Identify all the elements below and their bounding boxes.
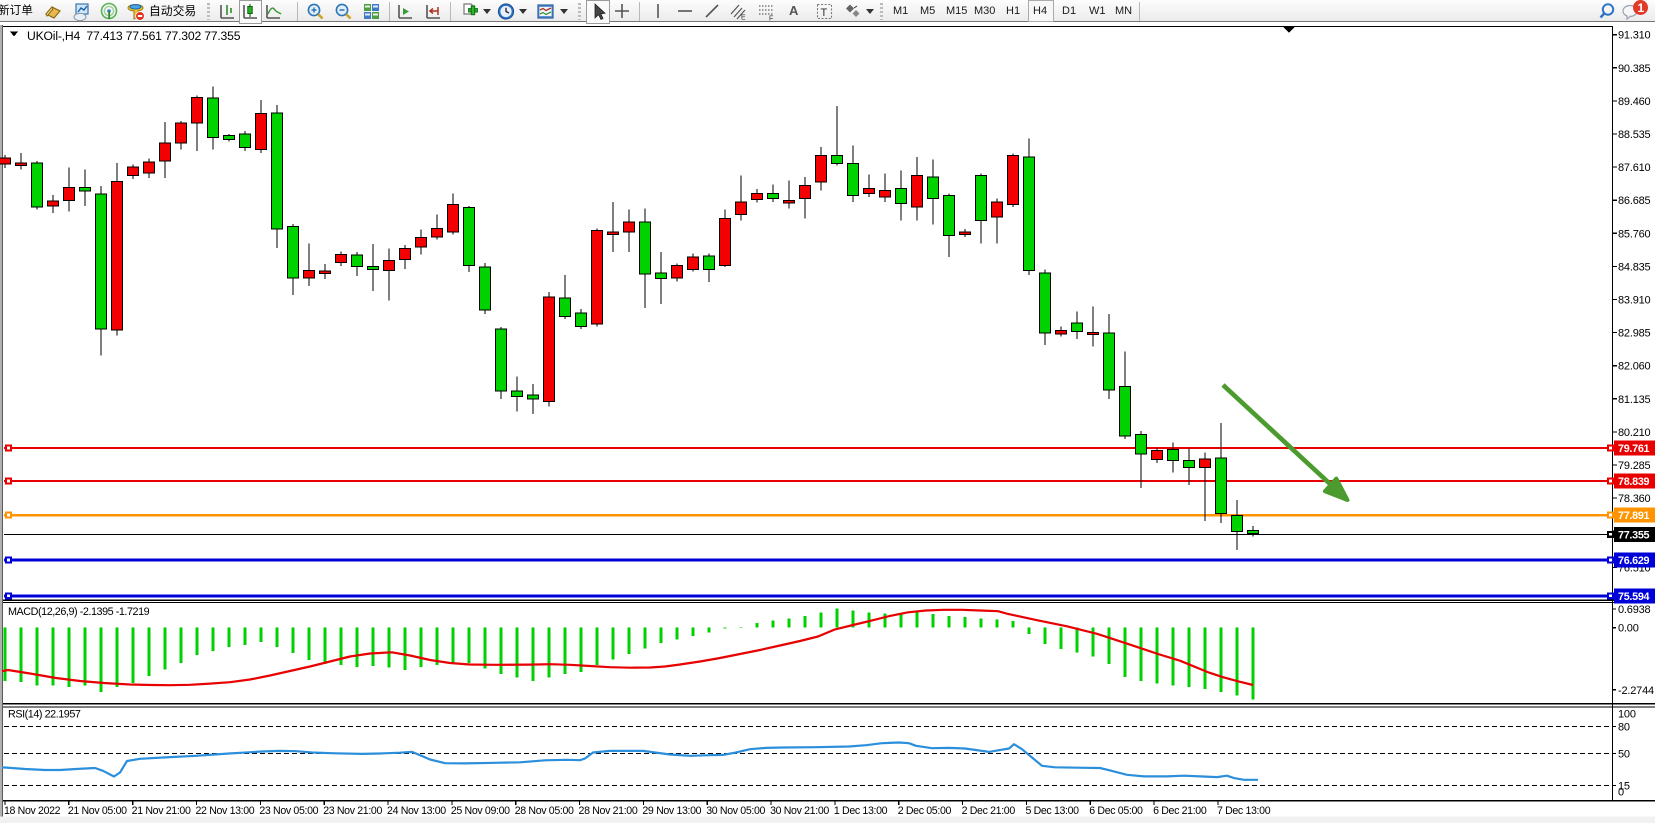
svg-text:87.610: 87.610 [1618, 162, 1651, 174]
svg-text:78.360: 78.360 [1618, 493, 1651, 505]
svg-text:82.985: 82.985 [1618, 328, 1651, 340]
svg-text:22 Nov 13:00: 22 Nov 13:00 [196, 805, 255, 817]
svg-text:89.460: 89.460 [1618, 96, 1651, 108]
svg-text:T: T [821, 7, 828, 19]
svg-text:21 Nov 21:00: 21 Nov 21:00 [132, 805, 191, 817]
svg-text:0.6938: 0.6938 [1618, 604, 1651, 616]
svg-text:77.355: 77.355 [1618, 529, 1650, 541]
svg-text:80.210: 80.210 [1618, 427, 1651, 439]
svg-text:82.060: 82.060 [1618, 361, 1651, 373]
svg-text:15: 15 [1618, 781, 1630, 793]
svg-text:78.839: 78.839 [1618, 476, 1650, 488]
svg-text:79.761: 79.761 [1618, 443, 1650, 455]
svg-text:28 Nov 21:00: 28 Nov 21:00 [579, 805, 638, 817]
svg-text:RSI(14) 22.1957: RSI(14) 22.1957 [8, 709, 81, 721]
svg-text:86.685: 86.685 [1618, 195, 1651, 207]
svg-text:21 Nov 05:00: 21 Nov 05:00 [68, 805, 127, 817]
svg-text:23 Nov 05:00: 23 Nov 05:00 [259, 805, 318, 817]
svg-text:1 Dec 13:00: 1 Dec 13:00 [834, 805, 888, 817]
svg-text:5 Dec 13:00: 5 Dec 13:00 [1025, 805, 1079, 817]
svg-text:84.835: 84.835 [1618, 261, 1651, 273]
svg-text:50: 50 [1618, 749, 1630, 761]
svg-text:29 Nov 13:00: 29 Nov 13:00 [642, 805, 701, 817]
svg-text:79.285: 79.285 [1618, 460, 1651, 472]
svg-text:85.760: 85.760 [1618, 228, 1651, 240]
svg-text:6 Dec 21:00: 6 Dec 21:00 [1153, 805, 1207, 817]
svg-text:7 Dec 13:00: 7 Dec 13:00 [1217, 805, 1271, 817]
svg-text:83.910: 83.910 [1618, 295, 1651, 307]
svg-text:24 Nov 13:00: 24 Nov 13:00 [387, 805, 446, 817]
svg-text:18 Nov 2022: 18 Nov 2022 [4, 805, 61, 817]
svg-text:23 Nov 21:00: 23 Nov 21:00 [323, 805, 382, 817]
svg-text:0.00: 0.00 [1618, 623, 1639, 635]
svg-text:76.629: 76.629 [1618, 555, 1650, 567]
svg-text:80: 80 [1618, 722, 1630, 734]
svg-text:81.135: 81.135 [1618, 394, 1651, 406]
svg-text:28 Nov 05:00: 28 Nov 05:00 [515, 805, 574, 817]
svg-text:6 Dec 05:00: 6 Dec 05:00 [1089, 805, 1143, 817]
svg-text:2 Dec 05:00: 2 Dec 05:00 [898, 805, 952, 817]
svg-text:E: E [741, 15, 746, 22]
svg-text:91.310: 91.310 [1618, 30, 1651, 42]
svg-text:30 Nov 05:00: 30 Nov 05:00 [706, 805, 765, 817]
svg-text:0: 0 [1618, 787, 1624, 799]
svg-text:100: 100 [1618, 708, 1636, 720]
svg-text:UKOil-,H4 77.413 77.561 77.30: UKOil-,H4 77.413 77.561 77.302 77.355 [27, 29, 241, 43]
svg-text:30 Nov 21:00: 30 Nov 21:00 [770, 805, 829, 817]
svg-text:-2.2744: -2.2744 [1618, 685, 1654, 697]
svg-text:25 Nov 09:00: 25 Nov 09:00 [451, 805, 510, 817]
svg-text:88.535: 88.535 [1618, 129, 1651, 141]
svg-text:F: F [769, 16, 773, 23]
svg-text:MACD(12,26,9) -2.1395 -1.7219: MACD(12,26,9) -2.1395 -1.7219 [8, 606, 150, 618]
svg-text:90.385: 90.385 [1618, 63, 1651, 75]
svg-text:75.594: 75.594 [1618, 591, 1650, 603]
svg-text:77.891: 77.891 [1618, 510, 1650, 522]
svg-text:2 Dec 21:00: 2 Dec 21:00 [962, 805, 1016, 817]
